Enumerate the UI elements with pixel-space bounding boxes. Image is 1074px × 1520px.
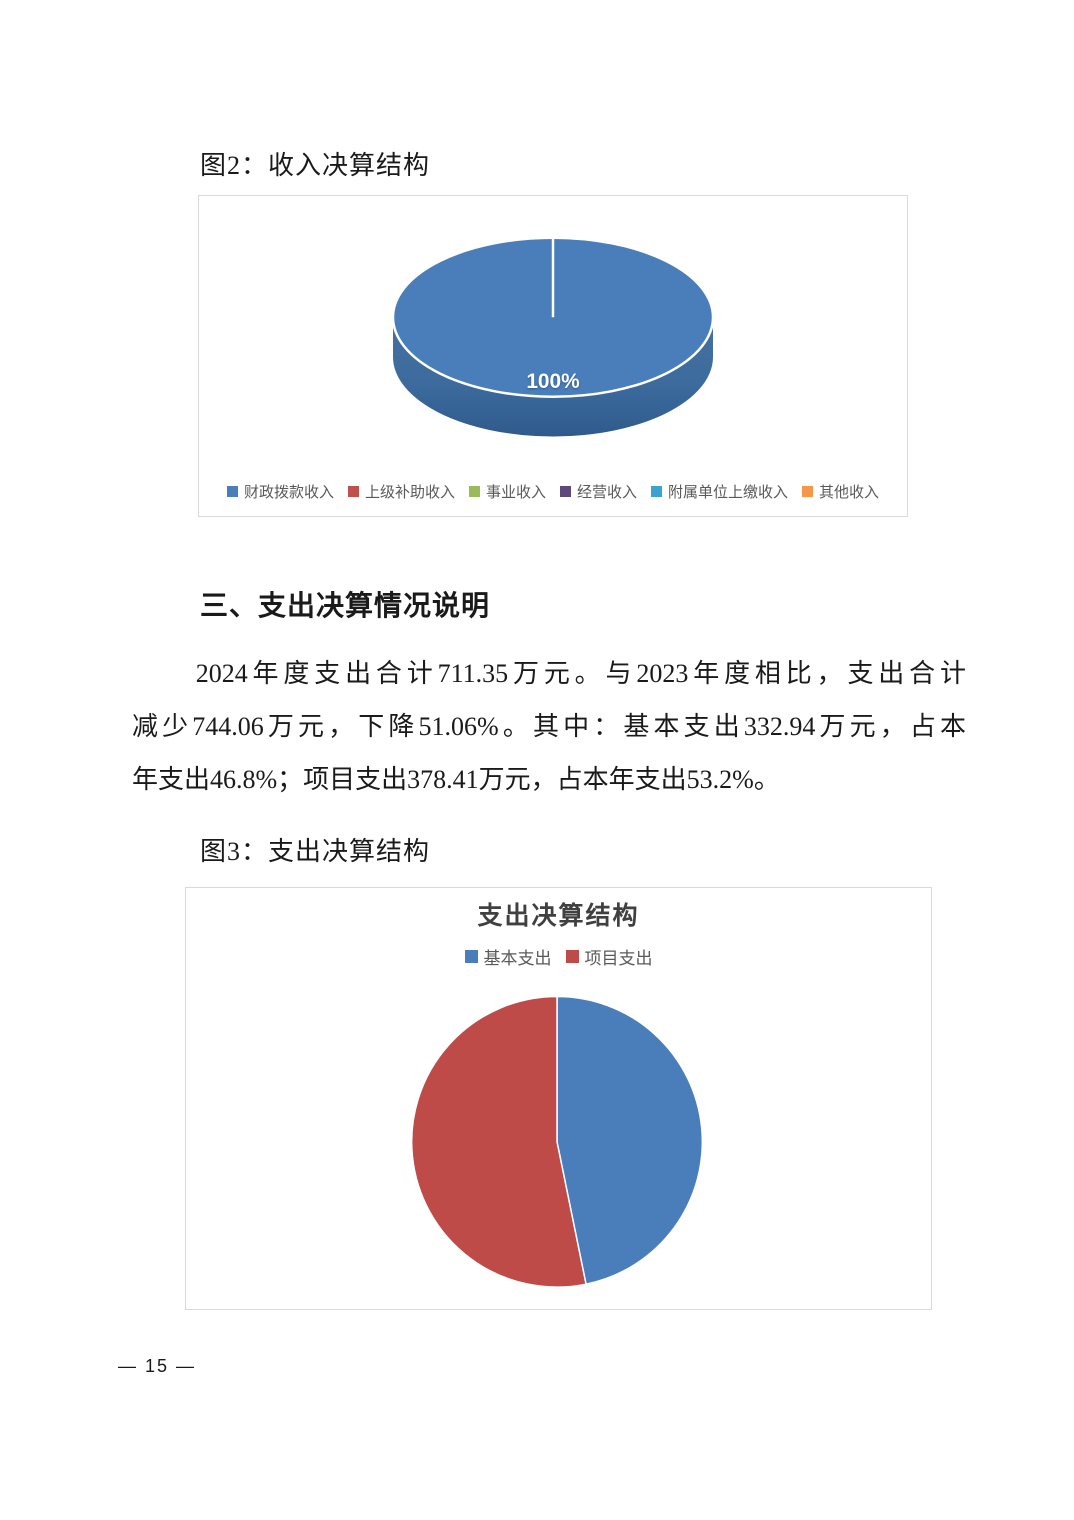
legend-item: 财政拨款收入	[226, 481, 334, 502]
legend-swatch-icon	[651, 486, 663, 497]
legend-label: 财政拨款收入	[243, 485, 334, 501]
body-paragraph: 2024年度支出合计711.35万元。与2023年度相比，支出合计 减少744.…	[132, 647, 966, 806]
legend-item: 其他收入	[802, 481, 879, 502]
paragraph-line: 减少744.06万元，下降51.06%。其中：基本支出332.94万元，占本	[132, 712, 966, 741]
paragraph-line: 2024年度支出合计711.35万元。与2023年度相比，支出合计	[195, 659, 966, 688]
expenditure-pie	[410, 995, 704, 1288]
expenditure-pie-chart: 支出决算结构 基本支出 项目支出	[185, 887, 932, 1310]
legend-item: 上级补助收入	[347, 481, 455, 502]
legend-label: 项目支出	[584, 949, 653, 968]
figure2-caption: 图2：收入决算结构	[200, 151, 431, 180]
expenditure-chart-title: 支出决算结构	[477, 902, 640, 930]
income-chart-legend: 财政拨款收入 上级补助收入 事业收入 经营收入 附属单位上缴收入 其他收入	[199, 481, 907, 502]
pie-slice-项目支出	[410, 995, 587, 1288]
pie-slice-基本支出	[556, 995, 704, 1286]
legend-item: 经营收入	[560, 481, 637, 502]
page-number: — 15 —	[118, 1356, 197, 1376]
legend-swatch-icon	[565, 950, 579, 963]
legend-swatch-icon	[468, 486, 480, 497]
legend-label: 上级补助收入	[364, 485, 455, 501]
expenditure-chart-legend: 基本支出 项目支出	[186, 944, 931, 969]
pie-data-label: 100%	[526, 370, 579, 393]
legend-swatch-icon	[464, 950, 478, 963]
legend-label: 基本支出	[483, 949, 552, 968]
legend-item: 事业收入	[468, 481, 546, 502]
expenditure-pie-slices	[410, 995, 704, 1288]
figure3-caption: 图3：支出决算结构	[200, 837, 431, 866]
legend-item: 附属单位上缴收入	[651, 481, 788, 502]
legend-swatch-icon	[802, 486, 814, 497]
legend-swatch-icon	[560, 486, 571, 497]
income-3d-pie: 100%	[391, 236, 715, 437]
legend-label: 其他收入	[819, 485, 880, 501]
legend-label: 经营收入	[577, 485, 638, 501]
legend-swatch-icon	[347, 486, 359, 497]
legend-item: 项目支出	[565, 944, 653, 969]
legend-item: 基本支出	[464, 944, 552, 969]
pie-side	[393, 317, 713, 437]
legend-swatch-icon	[226, 486, 238, 497]
legend-label: 附属单位上缴收入	[668, 485, 789, 501]
income-pie-chart: 100% 财政拨款收入 上级补助收入 事业收入 经营收入 附属单位上缴收入 其他收入	[198, 195, 908, 517]
legend-label: 事业收入	[485, 485, 546, 501]
section-heading: 三、支出决算情况说明	[200, 590, 491, 621]
paragraph-line: 年支出46.8%；项目支出378.41万元，占本年支出53.2%。	[132, 765, 780, 794]
